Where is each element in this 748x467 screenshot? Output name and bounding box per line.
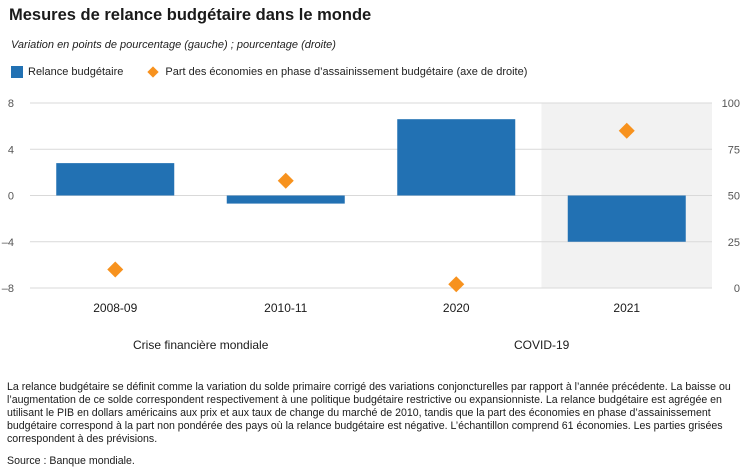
y-tick-label: 0 <box>8 191 14 203</box>
y2-tick-label: 0 <box>734 283 740 295</box>
chart-subtitle: Variation en points de pourcentage (gauc… <box>11 39 336 51</box>
bar <box>226 195 345 204</box>
legend-label-diamond: Part des économies en phase d’assainisse… <box>165 66 528 78</box>
bar <box>56 163 175 196</box>
chart-canvas: 8 4 0 –4 –8 100 75 50 25 0 2008-09 2010-11 2020 2021 <box>2 98 740 315</box>
y2-tick-label: 75 <box>728 144 740 156</box>
diamond-marker <box>107 261 124 278</box>
chart-title: Mesures de relance budgétaire dans le mo… <box>9 6 372 24</box>
x-tick-label: 2010-11 <box>264 301 307 315</box>
legend-label-bar: Relance budgétaire <box>28 66 124 78</box>
group-label-covid: COVID-19 <box>514 338 570 352</box>
source-note: Source : Banque mondiale. <box>7 455 135 467</box>
y-tick-label: –4 <box>2 237 14 249</box>
y-tick-label: 4 <box>8 144 14 156</box>
x-tick-label: 2020 <box>443 301 470 315</box>
y2-tick-label: 50 <box>728 191 740 203</box>
diamond-marker <box>277 172 294 189</box>
legend: Relance budgétaire Part des économies en… <box>11 66 527 78</box>
group-label-financial-crisis: Crise financière mondiale <box>133 338 269 352</box>
x-tick-label: 2021 <box>613 301 640 315</box>
legend-swatch-diamond <box>147 66 160 78</box>
y-tick-label: 8 <box>8 98 14 110</box>
y2-tick-label: 25 <box>728 237 740 249</box>
legend-swatch-bar <box>11 66 23 78</box>
diamond-marker <box>618 122 635 139</box>
x-tick-label: 2008-09 <box>93 301 137 315</box>
footnote: La relance budgétaire se définit comme l… <box>7 381 731 445</box>
diamond-marker <box>448 276 465 293</box>
y-tick-label: –8 <box>2 283 14 295</box>
y2-tick-label: 100 <box>722 98 740 110</box>
bar <box>397 119 516 196</box>
bar <box>567 195 686 242</box>
